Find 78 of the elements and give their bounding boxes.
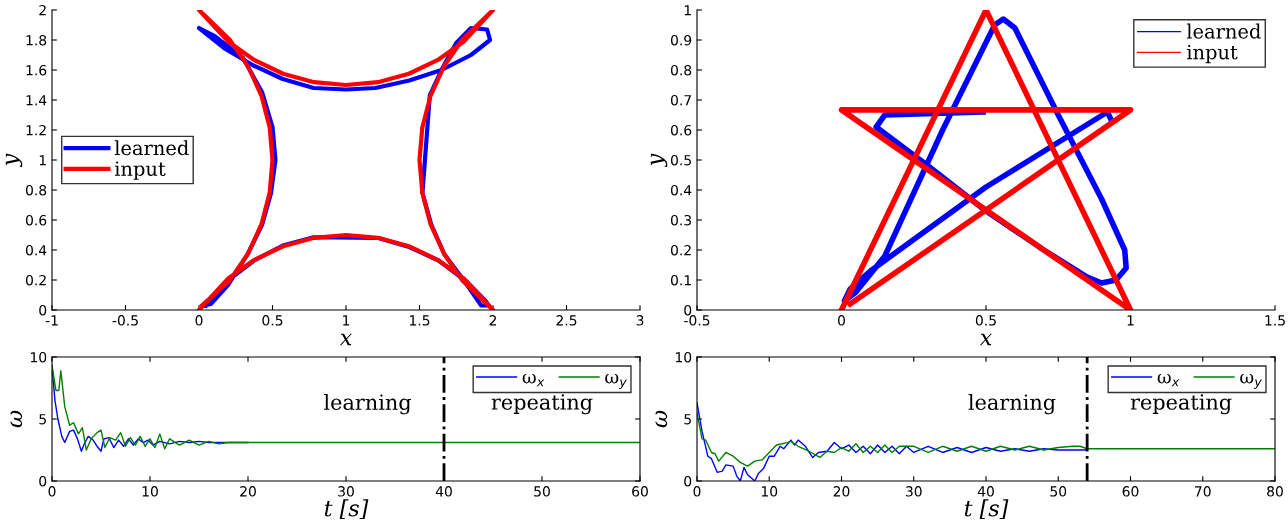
x-axis-title: t [s] bbox=[964, 499, 1009, 520]
x-tick-label: 0 bbox=[838, 315, 845, 326]
x-tick-label: 0 bbox=[48, 486, 56, 497]
x-tick-label: 30 bbox=[905, 486, 922, 497]
annotation: repeating bbox=[1130, 394, 1232, 415]
y-tick-label: 1.6 bbox=[26, 64, 47, 76]
y-tick-label: 1.4 bbox=[26, 95, 47, 106]
y-tick-label: 10 bbox=[675, 351, 692, 363]
x-tick-label: 1.5 bbox=[409, 315, 430, 326]
legend-label: input bbox=[114, 161, 166, 180]
annotation: learning bbox=[968, 393, 1056, 415]
y-tick-label: 0.5 bbox=[670, 154, 691, 166]
y-tick-label: 2 bbox=[39, 4, 46, 16]
y-tick-label: 0.2 bbox=[670, 244, 691, 256]
x-tick-label: -0.5 bbox=[684, 315, 710, 326]
y-axis-title: ω bbox=[655, 410, 668, 428]
x-tick-label: 1 bbox=[343, 315, 350, 326]
x-axis-title: x bbox=[979, 333, 992, 346]
x-tick-label: 30 bbox=[338, 486, 354, 497]
y-axis-title: y bbox=[5, 153, 23, 168]
y-tick-label: 0.2 bbox=[25, 274, 46, 286]
y-tick-label: 0 bbox=[39, 304, 47, 316]
x-tick-label: 40 bbox=[977, 486, 994, 497]
x-tick-label: 50 bbox=[1050, 486, 1067, 497]
legend-label: learned bbox=[1186, 23, 1261, 39]
x-tick-label: 20 bbox=[833, 486, 850, 497]
x-tick-label: 10 bbox=[761, 486, 778, 497]
x-tick-label: 10 bbox=[142, 486, 158, 497]
y-tick-label: 1.2 bbox=[26, 124, 46, 136]
annotation: repeating bbox=[491, 394, 593, 415]
x-tick-label: 60 bbox=[1122, 486, 1139, 497]
y-axis-title: ω bbox=[10, 410, 23, 428]
x-tick-label: 40 bbox=[435, 486, 452, 497]
x-tick-label: 2 bbox=[489, 315, 497, 326]
x-tick-label: 3 bbox=[636, 315, 644, 326]
legend-label: ω$_{y}$ bbox=[605, 373, 627, 389]
x-tick-label: 50 bbox=[534, 486, 550, 497]
legend-label: ω$_{x}$ bbox=[522, 373, 545, 387]
x-tick-label: 0.5 bbox=[975, 315, 996, 326]
y-tick-label: 0.9 bbox=[670, 34, 692, 46]
x-tick-label: 0.5 bbox=[262, 315, 283, 326]
y-tick-label: 0.4 bbox=[25, 244, 47, 256]
x-tick-label: 0 bbox=[195, 315, 203, 326]
x-tick-label: 0 bbox=[693, 486, 701, 497]
y-tick-label: 5 bbox=[684, 414, 691, 425]
y-tick-label: 0.3 bbox=[670, 214, 692, 226]
y-tick-label: 0.7 bbox=[670, 94, 691, 106]
x-axis-title: x bbox=[339, 333, 352, 346]
x-tick-label: 2.5 bbox=[556, 315, 577, 326]
x-tick-label: 20 bbox=[240, 486, 256, 497]
x-tick-label: -1 bbox=[45, 315, 58, 326]
y-tick-label: 1 bbox=[39, 155, 46, 166]
annotation: learning bbox=[324, 393, 412, 415]
legend-label: ω$_{y}$ bbox=[1240, 373, 1262, 389]
y-tick-label: 0 bbox=[39, 475, 47, 487]
x-tick-label: 1 bbox=[1127, 315, 1134, 326]
legend-label: input bbox=[1187, 44, 1238, 64]
legend-label: learned bbox=[114, 140, 189, 156]
x-tick-label: 80 bbox=[1267, 486, 1283, 497]
x-tick-label: -0.5 bbox=[112, 315, 138, 326]
y-tick-label: 0.1 bbox=[670, 274, 691, 286]
legend-label: ω$_{x}$ bbox=[1157, 373, 1180, 387]
y-tick-label: 0.6 bbox=[670, 124, 692, 136]
x-axis-title: t [s] bbox=[324, 499, 369, 520]
x-tick-label: 1.5 bbox=[1265, 315, 1285, 326]
y-tick-label: 1.8 bbox=[26, 34, 47, 46]
y-tick-label: 0.4 bbox=[670, 184, 692, 196]
y-tick-label: 5 bbox=[39, 414, 46, 425]
y-tick-label: 0 bbox=[684, 304, 692, 316]
y-tick-label: 0.8 bbox=[25, 184, 47, 196]
x-tick-label: 70 bbox=[1195, 486, 1211, 497]
y-tick-label: 0 bbox=[684, 475, 692, 487]
x-tick-label: 60 bbox=[632, 486, 648, 497]
y-axis-title: y bbox=[650, 153, 668, 168]
y-tick-label: 10 bbox=[30, 351, 47, 363]
y-tick-label: 0.6 bbox=[25, 214, 47, 226]
y-tick-label: 1 bbox=[684, 5, 691, 16]
y-tick-label: 0.8 bbox=[670, 64, 692, 76]
